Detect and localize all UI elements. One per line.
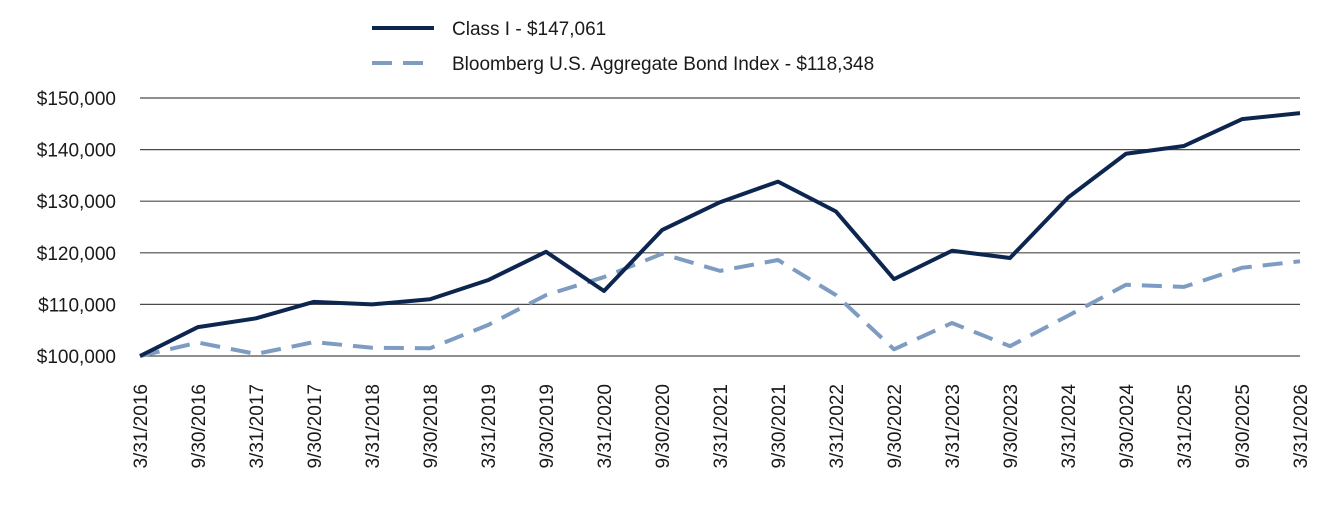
series-lines	[139, 111, 1301, 358]
x-tick-label: 9/30/2016	[189, 384, 210, 469]
x-tick-label: 9/30/2023	[1001, 384, 1022, 469]
x-tick-label: 9/30/2025	[1233, 384, 1254, 469]
x-tick-label: 3/31/2024	[1059, 384, 1080, 469]
x-tick-label: 3/31/2021	[711, 384, 732, 469]
x-tick-label: 9/30/2019	[537, 384, 558, 469]
x-tick-label: 3/31/2017	[247, 384, 268, 469]
y-axis-tick-labels: $100,000 $110,000 $120,000 $130,000 $140,000…	[37, 89, 116, 368]
gridlines	[140, 97, 1300, 357]
x-tick-label: 3/31/2026	[1291, 384, 1312, 469]
x-tick-label: 3/31/2022	[827, 384, 848, 469]
x-tick-label: 3/31/2018	[363, 384, 384, 469]
y-tick-label: $140,000	[37, 141, 116, 162]
x-tick-label: 3/31/2023	[943, 384, 964, 469]
legend: Class I - $147,061 Bloomberg U.S. Aggrega…	[372, 19, 874, 75]
x-tick-label: 3/31/2025	[1175, 384, 1196, 469]
y-tick-label: $120,000	[37, 244, 116, 265]
x-tick-label: 9/30/2017	[305, 384, 326, 469]
x-axis-tick-labels: 3/31/2016 9/30/2016 3/31/2017 9/30/2017 3/31…	[131, 384, 1312, 469]
x-tick-label: 3/31/2020	[595, 384, 616, 469]
series-line-benchmark-index	[139, 251, 1301, 358]
x-tick-label: 9/30/2021	[769, 384, 790, 469]
x-tick-label: 9/30/2024	[1117, 384, 1138, 469]
x-tick-label: 9/30/2018	[421, 384, 442, 469]
x-tick-label: 3/31/2019	[479, 384, 500, 469]
y-tick-label: $110,000	[38, 295, 116, 316]
y-tick-label: $150,000	[37, 89, 116, 110]
y-tick-label: $100,000	[37, 347, 116, 368]
x-tick-label: 9/30/2022	[885, 384, 906, 469]
x-tick-label: 9/30/2020	[653, 384, 674, 469]
y-tick-label: $130,000	[37, 192, 116, 213]
legend-label: Class I - $147,061	[452, 19, 606, 40]
legend-label: Bloomberg U.S. Aggregate Bond Index - $1…	[452, 54, 874, 75]
x-tick-label: 3/31/2016	[131, 384, 152, 469]
series-line-class-i	[139, 111, 1301, 358]
